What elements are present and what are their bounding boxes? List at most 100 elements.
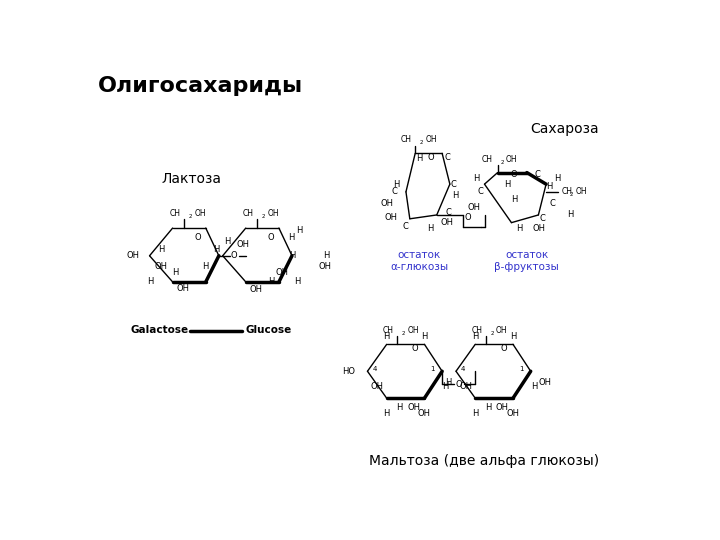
Text: H: H	[473, 174, 479, 183]
Text: O: O	[500, 343, 507, 353]
Text: OH: OH	[408, 326, 419, 335]
Text: 2: 2	[189, 214, 192, 219]
Text: Олигосахариды: Олигосахариды	[98, 76, 303, 96]
Text: 2: 2	[490, 331, 494, 336]
Text: C: C	[451, 180, 456, 188]
Text: H: H	[297, 226, 303, 235]
Text: H: H	[445, 377, 451, 387]
Text: Glucose: Glucose	[246, 326, 292, 335]
Text: H: H	[554, 174, 560, 183]
Text: OH: OH	[506, 155, 518, 164]
Text: OH: OH	[249, 285, 262, 294]
Text: CH: CH	[562, 187, 572, 197]
Text: H: H	[505, 180, 510, 188]
Text: H: H	[452, 191, 459, 200]
Text: O: O	[194, 233, 202, 242]
Text: OH: OH	[370, 382, 383, 391]
Text: остаток
β-фруктозы: остаток β-фруктозы	[495, 251, 559, 272]
Text: H: H	[472, 409, 479, 418]
Text: OH: OH	[426, 135, 437, 144]
Text: H: H	[384, 332, 390, 341]
Text: OH: OH	[176, 284, 189, 293]
Text: OH: OH	[276, 268, 289, 277]
Text: H: H	[546, 182, 552, 191]
Text: H: H	[511, 195, 518, 204]
Text: H: H	[472, 332, 479, 341]
Text: H: H	[384, 409, 390, 418]
Text: 1: 1	[431, 366, 435, 372]
Text: Galactose: Galactose	[130, 326, 189, 335]
Text: H: H	[158, 245, 164, 254]
Text: H: H	[516, 224, 522, 233]
Text: OH: OH	[532, 224, 545, 233]
Text: C: C	[402, 222, 408, 231]
Text: OH: OH	[468, 202, 481, 212]
Text: 2: 2	[262, 214, 265, 219]
Text: H: H	[323, 251, 329, 260]
Text: 2: 2	[420, 140, 423, 145]
Text: H: H	[531, 382, 537, 391]
Text: 2: 2	[500, 160, 504, 165]
Text: CH: CH	[382, 326, 394, 335]
Text: C: C	[550, 199, 556, 208]
Text: O: O	[231, 251, 238, 260]
Text: OH: OH	[495, 403, 509, 412]
Text: CH: CH	[481, 155, 492, 164]
Text: OH: OH	[418, 409, 431, 418]
Text: CH: CH	[400, 135, 411, 144]
Text: 1: 1	[519, 366, 523, 372]
Text: OH: OH	[381, 199, 394, 208]
Text: O: O	[268, 233, 274, 242]
Text: C: C	[540, 214, 546, 224]
Text: 2: 2	[570, 192, 573, 198]
Text: 4: 4	[372, 366, 377, 372]
Text: OH: OH	[267, 209, 279, 218]
Text: OH: OH	[127, 251, 140, 260]
Text: Лактоза: Лактоза	[162, 172, 222, 186]
Text: H: H	[147, 278, 153, 286]
Text: O: O	[456, 380, 462, 389]
Text: O: O	[464, 213, 471, 222]
Text: H: H	[397, 403, 403, 412]
Text: O: O	[412, 343, 418, 353]
Text: C: C	[392, 187, 397, 197]
Text: H: H	[213, 245, 220, 254]
Text: C: C	[477, 187, 483, 197]
Text: H: H	[392, 180, 399, 188]
Text: OH: OH	[384, 213, 397, 222]
Text: CH: CH	[243, 209, 253, 218]
Text: O: O	[427, 153, 434, 161]
Text: 2: 2	[402, 331, 405, 336]
Text: C: C	[446, 208, 452, 217]
Text: H: H	[294, 278, 300, 286]
Text: H: H	[202, 262, 209, 271]
Text: OH: OH	[459, 382, 472, 391]
Text: OH: OH	[319, 262, 332, 271]
Text: OH: OH	[236, 240, 249, 249]
Text: H: H	[416, 154, 422, 163]
Text: H: H	[421, 332, 428, 341]
Text: CH: CH	[471, 326, 482, 335]
Text: OH: OH	[496, 326, 508, 335]
Text: OH: OH	[539, 379, 552, 387]
Text: C: C	[534, 171, 541, 179]
Text: OH: OH	[194, 209, 206, 218]
Text: H: H	[567, 211, 573, 219]
Text: H: H	[485, 403, 492, 412]
Text: OH: OH	[506, 409, 520, 418]
Text: OH: OH	[575, 187, 587, 197]
Text: H: H	[268, 278, 274, 286]
Text: H: H	[510, 332, 516, 341]
Text: Сахароза: Сахароза	[531, 122, 599, 136]
Text: HO: HO	[342, 367, 355, 376]
Text: 4: 4	[461, 366, 465, 372]
Text: CH: CH	[169, 209, 180, 218]
Text: H: H	[288, 233, 294, 242]
Text: H: H	[289, 251, 295, 260]
Text: H: H	[442, 382, 449, 391]
Text: H: H	[224, 238, 230, 246]
Text: C: C	[444, 153, 450, 161]
Text: OH: OH	[408, 403, 420, 412]
Text: OH: OH	[155, 262, 168, 271]
Text: H: H	[172, 268, 178, 277]
